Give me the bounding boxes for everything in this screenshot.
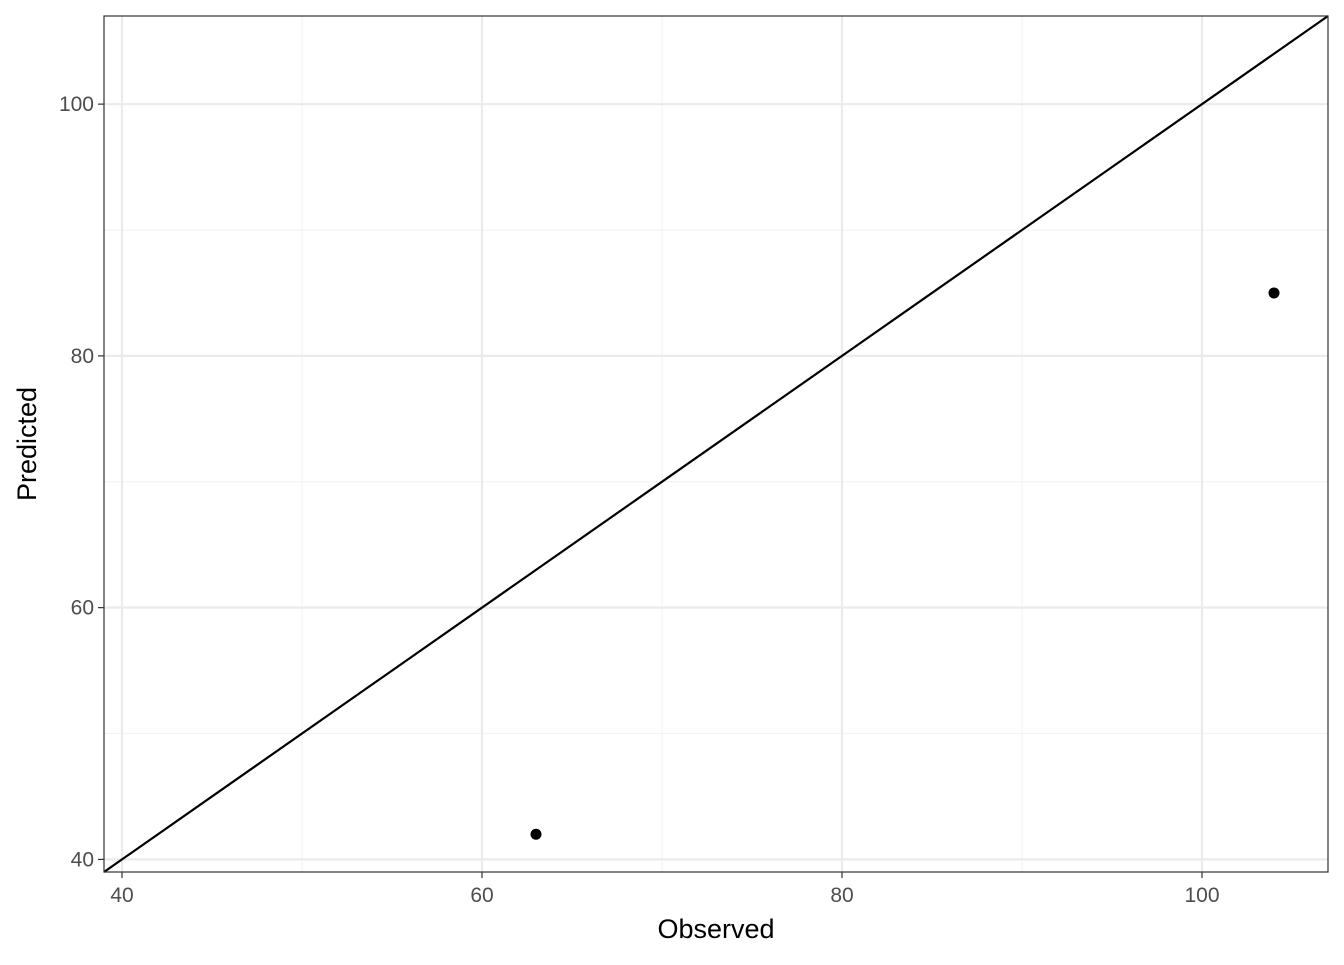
y-axis-label: Predicted [12,387,42,501]
data-points [530,287,1280,840]
y-tick-label: 40 [71,848,94,871]
y-tick-label: 60 [71,597,94,620]
x-tick-label: 80 [830,884,853,907]
data-point [1268,287,1280,299]
y-tick-label: 80 [71,345,94,368]
panel-border [103,15,1329,873]
x-tick-label: 40 [110,884,133,907]
identity-line [103,15,1329,873]
x-axis-label: Observed [657,914,774,944]
y-tick-label: 100 [59,93,94,116]
data-point [530,828,542,840]
x-tick-label: 100 [1184,884,1219,907]
grid-lines [104,16,1328,872]
y-axis-ticks: 40 60 80 100 [59,93,104,871]
x-axis-ticks: 40 60 80 100 [110,872,1220,907]
identity-line-group [103,15,1329,873]
x-tick-label: 60 [470,884,493,907]
